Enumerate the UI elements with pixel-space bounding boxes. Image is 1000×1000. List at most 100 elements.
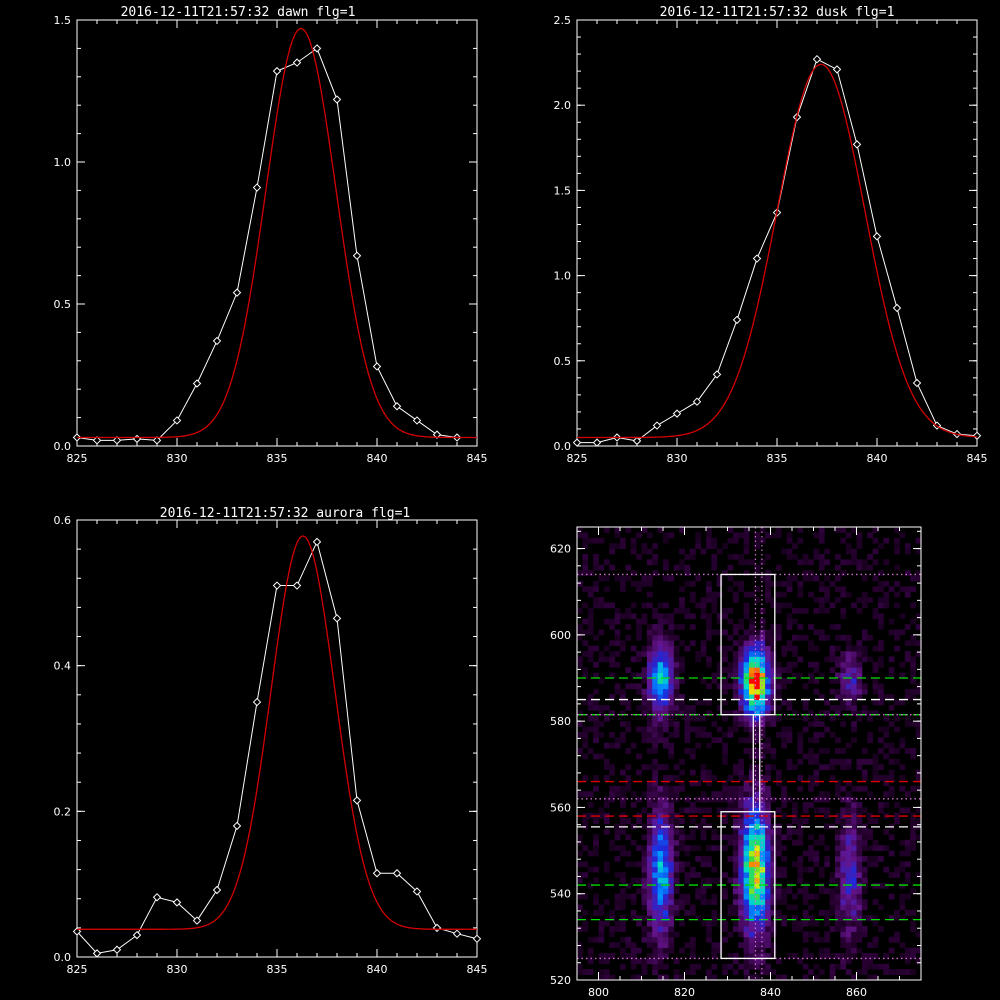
heatmap-cell — [878, 624, 884, 630]
heatmap-cell — [824, 591, 831, 598]
heatmap-cell — [743, 877, 750, 884]
heatmap-cell — [851, 661, 857, 668]
heatmap-cell — [587, 694, 594, 700]
heatmap-cell — [582, 672, 589, 679]
heatmap-cell — [668, 834, 675, 841]
heatmap-cell — [716, 791, 723, 798]
heatmap-cell — [689, 802, 696, 808]
heatmap-cell — [861, 656, 868, 663]
heatmap-cell — [786, 731, 793, 738]
heatmap-cell — [609, 839, 616, 846]
heatmap-cell — [851, 872, 857, 878]
heatmap-cell — [754, 920, 761, 927]
heatmap-cell — [593, 785, 599, 792]
heatmap-cell — [851, 936, 857, 943]
heatmap-cell — [711, 537, 718, 544]
heatmap-cell — [770, 629, 777, 636]
heatmap-cell — [630, 645, 637, 652]
data-point — [652, 421, 662, 430]
heatmap-cell — [582, 926, 589, 932]
heatmap-cell — [684, 737, 691, 744]
heatmap-cell — [845, 694, 852, 700]
heatmap-cell — [641, 688, 648, 695]
heatmap-cell — [657, 904, 664, 911]
heatmap-cell — [845, 904, 852, 911]
data-point — [332, 95, 342, 104]
heatmap-cell — [625, 667, 632, 674]
heatmap-cell — [625, 780, 632, 787]
heatmap-cell — [716, 672, 723, 679]
heatmap-cell — [851, 915, 857, 922]
heatmap-cell — [872, 753, 879, 760]
heatmap-cell — [593, 737, 599, 744]
heatmap-cell — [856, 645, 863, 652]
heatmap-cell — [636, 861, 642, 868]
heatmap-cell — [808, 845, 814, 851]
heatmap-cell — [646, 726, 653, 733]
heatmap-cell — [700, 726, 707, 733]
heatmap-cell — [620, 721, 626, 727]
heatmap-cell — [636, 688, 642, 695]
heatmap-cell — [824, 575, 831, 582]
heatmap-cell — [813, 936, 820, 943]
heatmap-cell — [743, 947, 750, 954]
heatmap-cell — [759, 888, 766, 895]
heatmap-cell — [727, 667, 734, 674]
heatmap-cell — [722, 667, 728, 674]
heatmap-cell — [835, 877, 841, 884]
heatmap-cell — [732, 591, 739, 598]
heatmap-cell — [743, 899, 750, 905]
heatmap-cell — [695, 726, 702, 733]
heatmap-cell — [663, 839, 669, 846]
heatmap-cell — [781, 731, 788, 738]
heatmap-cell — [824, 548, 831, 555]
heatmap-cell — [609, 543, 616, 549]
heatmap-cell — [663, 882, 669, 889]
heatmap-cell — [620, 731, 626, 738]
data-point — [832, 65, 842, 74]
heatmap-cell — [668, 866, 675, 873]
heatmap-cell — [770, 678, 777, 684]
data-point — [212, 336, 222, 346]
heatmap-cell — [797, 855, 804, 862]
heatmap-cell — [587, 570, 594, 576]
heatmap-cell — [872, 758, 879, 765]
heatmap-cell — [840, 877, 847, 884]
heatmap-cell — [722, 710, 728, 717]
heatmap-cell — [765, 899, 771, 905]
heatmap-cell — [759, 915, 766, 922]
heatmap-cell — [641, 845, 648, 851]
heatmap-cell — [835, 872, 841, 878]
heatmap-cell — [899, 904, 906, 911]
heatmap-cell — [813, 920, 820, 927]
heatmap-cell — [652, 543, 659, 549]
data-point — [192, 379, 202, 388]
heatmap-cell — [856, 834, 863, 841]
heatmap-cell — [808, 624, 814, 630]
heatmap-cell — [609, 915, 616, 922]
heatmap-cell — [818, 791, 825, 798]
heatmap-cell — [646, 634, 653, 641]
x-tick-label: 825 — [67, 963, 88, 976]
heatmap-cell — [652, 855, 659, 862]
heatmap-cell — [840, 915, 847, 922]
heatmap-cell — [754, 872, 761, 878]
heatmap-cell — [840, 748, 847, 754]
x-tick-label: 860 — [846, 986, 867, 999]
heatmap-cell — [813, 721, 820, 727]
heatmap-cell — [663, 710, 669, 717]
dusk-title: 2016-12-11T21:57:32 dusk flg=1 — [660, 5, 895, 20]
heatmap-cell — [732, 715, 739, 722]
heatmap-cell — [668, 899, 675, 905]
heatmap-cell — [851, 904, 857, 911]
heatmap-cell — [663, 861, 669, 868]
heatmap-cell — [840, 850, 847, 857]
heatmap-cell — [738, 839, 745, 846]
heatmap-cell — [738, 904, 745, 911]
heatmap-cell — [878, 586, 884, 593]
heatmap-cell — [840, 909, 847, 916]
heatmap-cell — [668, 683, 675, 690]
heatmap-cell — [716, 834, 723, 841]
heatmap-cell — [657, 694, 664, 700]
heatmap-cell — [652, 942, 659, 949]
